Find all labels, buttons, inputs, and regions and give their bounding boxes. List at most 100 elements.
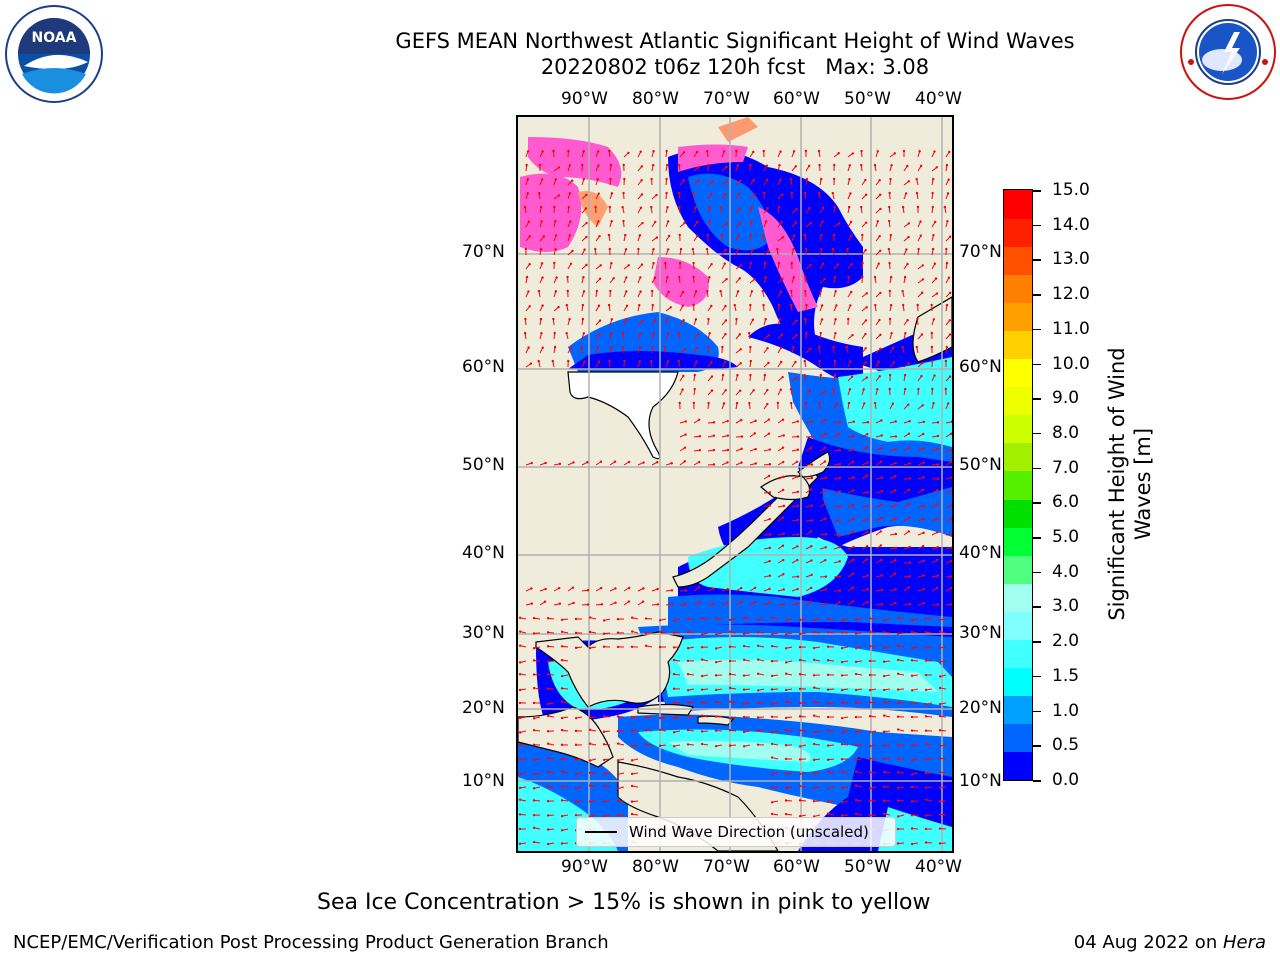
wave-arrow-head	[560, 770, 564, 773]
wave-arrow-head	[944, 359, 948, 363]
wave-arrow-head	[919, 220, 922, 223]
wave-arrow-head	[805, 247, 808, 251]
lat-label: 40°N	[462, 543, 505, 563]
wave-arrow-head	[908, 419, 911, 423]
wave-arrow-head	[766, 388, 769, 392]
wave-arrow-head	[950, 476, 952, 479]
wave-arrow-head	[756, 716, 760, 719]
wave-arrow-head	[847, 275, 850, 279]
wave-arrow-head	[880, 516, 883, 520]
wave-arrow-head	[664, 261, 667, 265]
wave-arrow-head	[836, 263, 840, 266]
wave-arrow-head	[868, 744, 872, 748]
wave-arrow-head	[678, 163, 681, 167]
wave-arrow-head	[698, 448, 702, 452]
wave-arrow-head	[525, 275, 529, 279]
wave-arrow-head	[890, 332, 893, 335]
wave-arrow-head	[733, 303, 736, 307]
wave-arrow-head	[700, 633, 704, 636]
wave-arrow-head	[798, 701, 802, 705]
wave-arrow-head	[887, 247, 891, 251]
wave-arrow-head	[767, 249, 770, 253]
wave-arrow-head	[749, 345, 752, 349]
legend-line-icon	[585, 831, 617, 833]
wave-arrow-head	[753, 586, 757, 590]
wave-arrow-head	[803, 191, 807, 195]
wave-arrow-head	[552, 149, 555, 153]
chart-title: GEFS MEAN Northwest Atlantic Significant…	[395, 29, 1075, 53]
wave-arrow-head	[924, 631, 928, 634]
wave-arrow-head	[920, 333, 924, 336]
wave-arrow-head	[602, 619, 606, 622]
wave-arrow-head	[854, 770, 858, 773]
wave-arrow-head	[808, 206, 811, 210]
wave-arrow-head	[792, 345, 795, 349]
wave-arrow-head	[694, 318, 698, 321]
wave-arrow-head	[523, 205, 527, 209]
wave-arrow-head	[597, 164, 600, 167]
wave-arrow-head	[639, 276, 642, 279]
wave-arrow-head	[697, 418, 701, 422]
wave-arrow-head	[749, 359, 753, 363]
wave-arrow-head	[950, 517, 952, 521]
colorbar-band	[1004, 470, 1032, 500]
wave-arrow-head	[750, 220, 753, 223]
wave-arrow-head	[756, 644, 760, 647]
wave-arrow-head	[894, 601, 897, 605]
wave-arrow-head	[894, 558, 897, 562]
wave-arrow-head	[784, 688, 788, 692]
wave-arrow-head	[761, 289, 764, 293]
lon-label: 60°W	[773, 89, 820, 109]
wave-arrow-head	[840, 770, 844, 773]
wave-arrow-head	[710, 389, 714, 392]
wave-arrow-head	[945, 345, 948, 349]
wave-arrow-head	[726, 434, 730, 437]
wave-arrow-head	[819, 331, 822, 335]
wave-arrow-head	[682, 374, 685, 378]
wave-arrow-head	[638, 332, 642, 335]
wave-arrow-head	[700, 674, 704, 678]
wave-arrow-head	[753, 432, 756, 435]
wave-arrow-head	[865, 446, 868, 449]
wave-arrow-head	[677, 331, 680, 335]
wave-arrow-head	[719, 205, 722, 209]
wave-arrow-head	[910, 646, 914, 650]
wave-arrow-head	[735, 401, 739, 405]
wave-arrow-head	[824, 532, 828, 536]
colorbar-tick	[1033, 710, 1041, 713]
wave-arrow-head	[838, 420, 842, 424]
wave-arrow-head	[784, 700, 788, 703]
wave-arrow-head	[560, 658, 564, 662]
wave-arrow-head	[742, 632, 746, 635]
wave-arrow-head	[809, 347, 812, 350]
wave-arrow-head	[770, 786, 774, 790]
wave-arrow-head	[665, 149, 668, 153]
wave-arrow-head	[782, 460, 785, 464]
wave-arrow-head	[798, 632, 802, 636]
wave-arrow-head	[938, 686, 942, 690]
wave-arrow-head	[854, 730, 858, 734]
wave-arrow-head	[796, 545, 799, 548]
wave-arrow-head	[882, 785, 886, 788]
wave-arrow-head	[838, 518, 842, 522]
colorbar-tick	[1033, 190, 1041, 192]
wave-arrow-head	[753, 193, 756, 197]
wave-arrow-head	[848, 164, 852, 167]
wave-arrow-head	[753, 277, 756, 281]
wave-arrow-head	[546, 799, 550, 803]
wave-arrow-head	[784, 786, 788, 790]
wave-arrow-head	[949, 460, 952, 464]
wave-arrow-head	[644, 617, 648, 620]
wave-arrow-head	[754, 419, 757, 423]
wave-arrow-head	[532, 673, 536, 676]
wave-arrow-head	[812, 772, 816, 775]
wave-arrow-head	[567, 205, 570, 209]
wave-arrow-head	[602, 645, 606, 648]
wave-arrow-head	[714, 647, 718, 650]
wave-arrow-head	[950, 490, 952, 493]
wave-arrow-head	[650, 177, 653, 181]
wave-arrow-head	[694, 290, 698, 293]
wave-arrow-head	[924, 786, 928, 789]
wave-arrow-head	[838, 490, 841, 493]
wave-arrow-head	[641, 319, 644, 323]
